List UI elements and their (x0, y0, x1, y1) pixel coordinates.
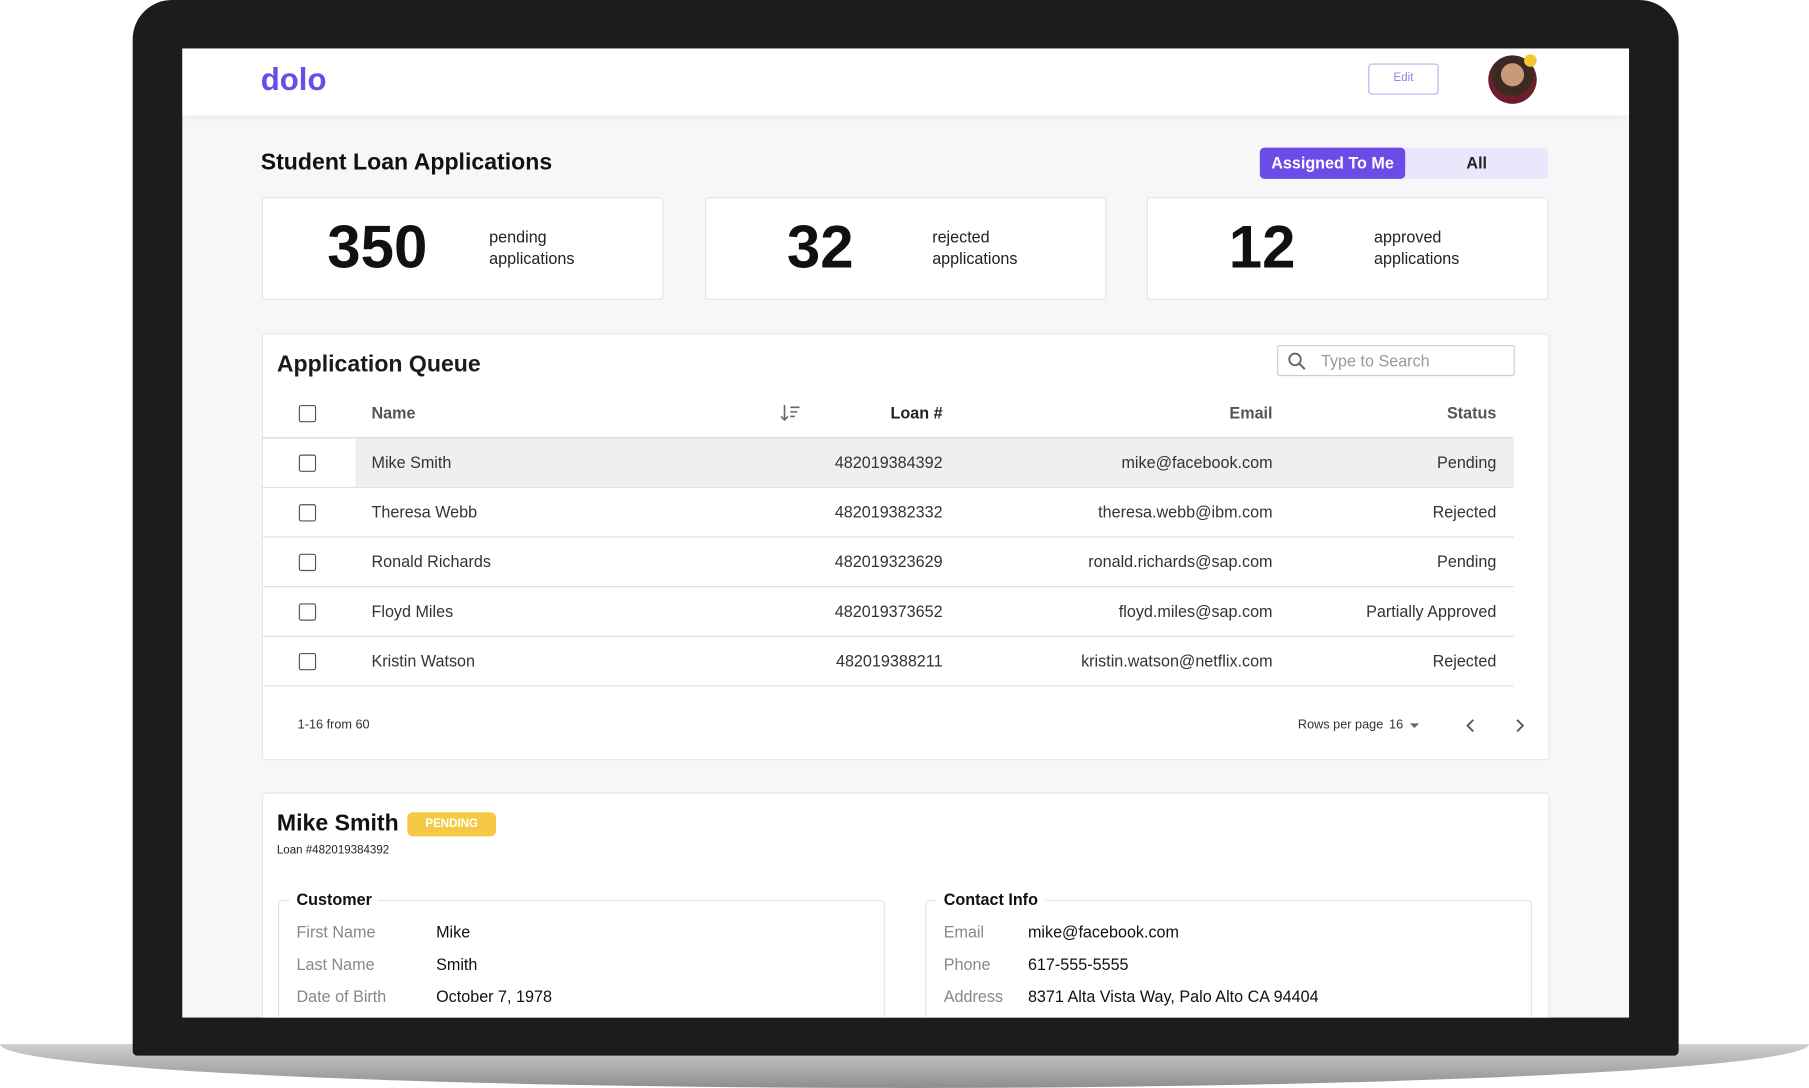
table-cell[interactable]: Kristin Watson (371, 651, 476, 670)
row-checkbox[interactable] (298, 504, 317, 522)
row-checkbox[interactable] (298, 603, 317, 621)
table-cell: Rejected (1432, 502, 1497, 522)
field-value: Mike (436, 922, 471, 941)
field-label: Last Name (296, 954, 375, 974)
table-cell: Partially Approved (1366, 601, 1497, 621)
row-divider (261, 486, 1514, 489)
table-cell: floyd.miles@sap.com (1118, 601, 1273, 621)
pagination-range: 1-16 from 60 (297, 718, 370, 732)
notification-dot (1524, 54, 1537, 67)
header-divider (261, 437, 1514, 439)
table-cell[interactable]: Floyd Miles (371, 601, 454, 621)
prev-page[interactable] (1465, 719, 1477, 733)
stat-label: approved applications (1374, 227, 1460, 268)
detail-card (261, 792, 1550, 1018)
next-page[interactable] (1514, 719, 1526, 733)
screen: dolo Edit Student Loan Applications Assi… (182, 48, 1630, 1018)
field-label: First Name (296, 922, 376, 941)
field-value: Smith (436, 954, 478, 974)
table-cell: theresa.webb@ibm.com (1098, 502, 1273, 522)
dropdown-caret[interactable] (1409, 722, 1421, 729)
loan-number: Loan #482019384392 (276, 844, 390, 858)
fieldset (278, 899, 885, 1018)
stat-number: 350 (327, 214, 428, 282)
top-bar: dolo Edit (182, 48, 1630, 116)
tab-active[interactable]: Assigned To Me (1259, 147, 1406, 179)
row-checkbox[interactable] (298, 652, 317, 671)
table-cell: 482019388211 (835, 651, 943, 670)
table-cell: 482019384392 (834, 452, 943, 472)
tab-group: Assigned To Me All (1259, 147, 1549, 179)
tab[interactable]: All (1466, 153, 1488, 172)
field-value: October 7, 1978 (436, 987, 552, 1006)
field-value: mike@facebook.com (1027, 922, 1180, 941)
fieldset (925, 899, 1533, 1018)
table-cell: kristin.watson@netflix.com (1081, 651, 1273, 670)
rows-per-page-select[interactable]: 16 (1389, 718, 1404, 732)
column-header[interactable]: Loan # (890, 403, 943, 422)
row-divider (261, 685, 1514, 687)
stat-label: rejected applications (932, 227, 1018, 268)
row-divider (261, 536, 1514, 538)
field-value: 617-555-5555 (1027, 954, 1129, 974)
search-placeholder: Type to Search (1320, 351, 1430, 370)
table-cell[interactable]: Mike Smith (371, 452, 452, 472)
column-header[interactable]: Status (1446, 403, 1497, 422)
row-divider (261, 635, 1514, 637)
table-cell: mike@facebook.com (1121, 452, 1273, 472)
table-cell: 482019382332 (834, 502, 943, 522)
queue-title: Application Queue (276, 351, 481, 378)
table-cell: Rejected (1432, 651, 1497, 670)
field-label: Email (943, 922, 985, 941)
row-checkbox[interactable] (298, 454, 317, 472)
table-cell[interactable]: Theresa Webb (371, 502, 478, 522)
field-label: Date of Birth (296, 987, 387, 1006)
stat-number: 12 (1228, 214, 1296, 282)
table-cell: Pending (1437, 452, 1497, 472)
search-box[interactable]: Type to Search (1277, 344, 1515, 377)
stat-label: pending applications (489, 227, 575, 268)
search-icon (1288, 352, 1306, 370)
logo[interactable]: dolo (260, 62, 327, 97)
edit-button[interactable]: Edit (1368, 63, 1439, 95)
section-title: Customer (289, 890, 379, 910)
stat-number: 32 (786, 214, 854, 282)
select-all-checkbox[interactable] (298, 404, 317, 423)
row-checkbox[interactable] (298, 553, 317, 572)
field-value: 8371 Alta Vista Way, Palo Alto CA 94404 (1027, 987, 1319, 1006)
field-label: Address (943, 987, 1003, 1006)
field-label: Phone (943, 954, 991, 974)
table-cell: ronald.richards@sap.com (1088, 552, 1273, 571)
column-header[interactable]: Email (1229, 403, 1273, 422)
sort-icon[interactable] (780, 404, 801, 422)
table-cell: 482019323629 (834, 552, 943, 571)
queue-card (261, 333, 1550, 761)
row-divider (261, 586, 1514, 588)
stat-card (261, 197, 664, 300)
section-title: Contact Info (936, 890, 1045, 910)
column-header[interactable]: Name (371, 403, 416, 422)
stat-card (1146, 197, 1549, 300)
table-cell[interactable]: Ronald Richards (371, 552, 491, 571)
status-badge: PENDING (407, 812, 497, 837)
table-cell: 482019373652 (834, 601, 943, 621)
detail-name: Mike Smith (276, 811, 399, 837)
page-title: Student Loan Applications (260, 149, 553, 176)
rows-per-page-label: Rows per page (1297, 718, 1384, 732)
table-cell: Pending (1437, 552, 1497, 571)
stat-card (704, 197, 1107, 300)
row-highlight (355, 438, 1514, 487)
